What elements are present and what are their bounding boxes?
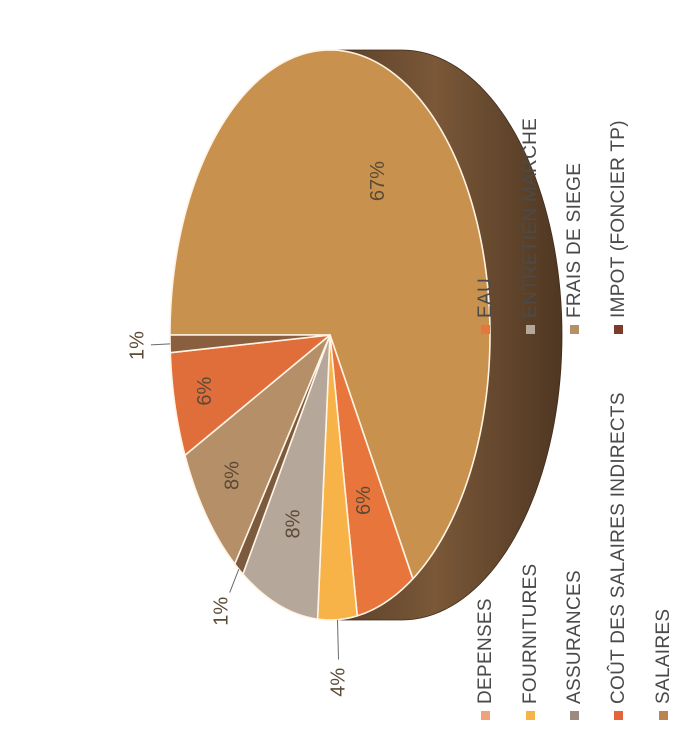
legend-swatch	[659, 711, 668, 720]
legend-swatch	[481, 325, 490, 334]
label-leader-line	[150, 343, 171, 346]
legend-item-salaires: SALAIRES	[653, 609, 674, 720]
legend-label: FOURNITURES	[520, 563, 541, 704]
legend-item-assurances: ASSURANCES	[564, 570, 585, 720]
legend-swatch	[614, 711, 623, 720]
slice-label: 6%	[353, 486, 375, 515]
slice-label: 67%	[367, 161, 389, 201]
legend-item-entretien-marche: ENTRETIEN MARCHE	[520, 118, 541, 334]
pie-slice-salaires	[169, 49, 491, 580]
legend-label: ENTRETIEN MARCHE	[520, 118, 541, 318]
legend-label: EAU	[475, 278, 496, 318]
legend-item-fournitures: FOURNITURES	[520, 563, 541, 720]
legend: DEPENSES FOURNITURES ASSURANCES COÛT DES SA…	[475, 118, 674, 720]
slice-labels: 67% 6% 4% 8% 1% 8% 6% 1%	[126, 161, 389, 697]
pie-slices	[169, 49, 491, 621]
slice-label: 1%	[126, 331, 148, 360]
pie-group: 67% 6% 4% 8% 1% 8% 6% 1%	[126, 49, 563, 697]
slice-label: 6%	[194, 377, 216, 406]
legend-label: DEPENSES	[475, 598, 496, 704]
legend-item-eau: EAU	[475, 278, 496, 334]
pie-slice-assurances	[242, 334, 331, 620]
legend-swatch	[526, 325, 535, 334]
label-leader-line	[229, 569, 240, 593]
legend-label: SALAIRES	[653, 609, 674, 704]
pie-slice-eau	[169, 334, 331, 457]
slice-label: 8%	[282, 509, 304, 538]
legend-swatch	[570, 325, 579, 334]
legend-label: COÛT DES SALAIRES INDIRECTS	[607, 392, 629, 704]
legend-swatch	[614, 325, 623, 334]
legend-label: FRAIS DE SIEGE	[564, 163, 585, 318]
legend-item-frais-de-siege: FRAIS DE SIEGE	[564, 163, 585, 334]
legend-swatch	[481, 711, 490, 720]
slice-label: 1%	[211, 597, 233, 626]
legend-swatch	[526, 711, 535, 720]
legend-item-co-t-des-salaires-indirects: COÛT DES SALAIRES INDIRECTS	[607, 392, 629, 720]
slice-label: 8%	[222, 461, 244, 490]
label-leader-line	[337, 619, 339, 660]
legend-swatch	[570, 711, 579, 720]
slice-label: 4%	[327, 668, 349, 697]
pie-slice-frais-de-siege	[184, 334, 331, 565]
legend-item-depenses: DEPENSES	[475, 598, 496, 720]
legend-item-impot-foncier-tp-: IMPOT (FONCIER TP)	[608, 120, 629, 334]
legend-label: IMPOT (FONCIER TP)	[608, 120, 629, 318]
legend-label: ASSURANCES	[564, 570, 585, 704]
